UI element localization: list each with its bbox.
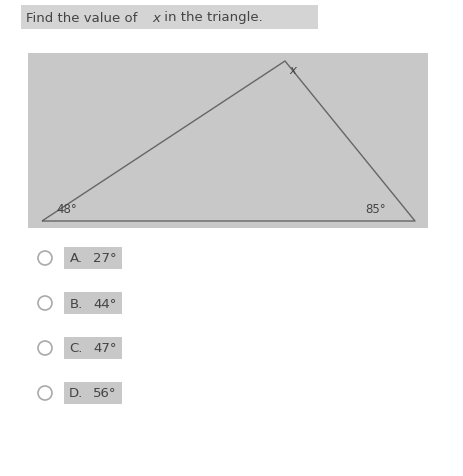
Text: A.: A. [69,252,82,265]
FancyBboxPatch shape [28,54,428,228]
Text: 27°: 27° [93,252,117,265]
FancyBboxPatch shape [88,382,122,404]
Text: 47°: 47° [93,342,117,355]
Text: 85°: 85° [365,203,386,216]
FancyBboxPatch shape [88,292,122,314]
FancyBboxPatch shape [64,292,88,314]
FancyBboxPatch shape [64,248,88,269]
FancyBboxPatch shape [64,337,88,359]
FancyBboxPatch shape [64,382,88,404]
Text: x: x [152,11,160,24]
Text: 48°: 48° [56,203,77,216]
Text: D.: D. [69,387,83,400]
Text: 44°: 44° [94,297,117,310]
Text: C.: C. [69,342,83,355]
FancyBboxPatch shape [88,248,122,269]
FancyBboxPatch shape [88,337,122,359]
FancyBboxPatch shape [21,6,318,30]
Text: 56°: 56° [93,387,117,400]
Text: x: x [289,64,296,77]
Text: Find the value of: Find the value of [26,11,142,24]
Text: B.: B. [69,297,82,310]
Text: in the triangle.: in the triangle. [160,11,263,24]
